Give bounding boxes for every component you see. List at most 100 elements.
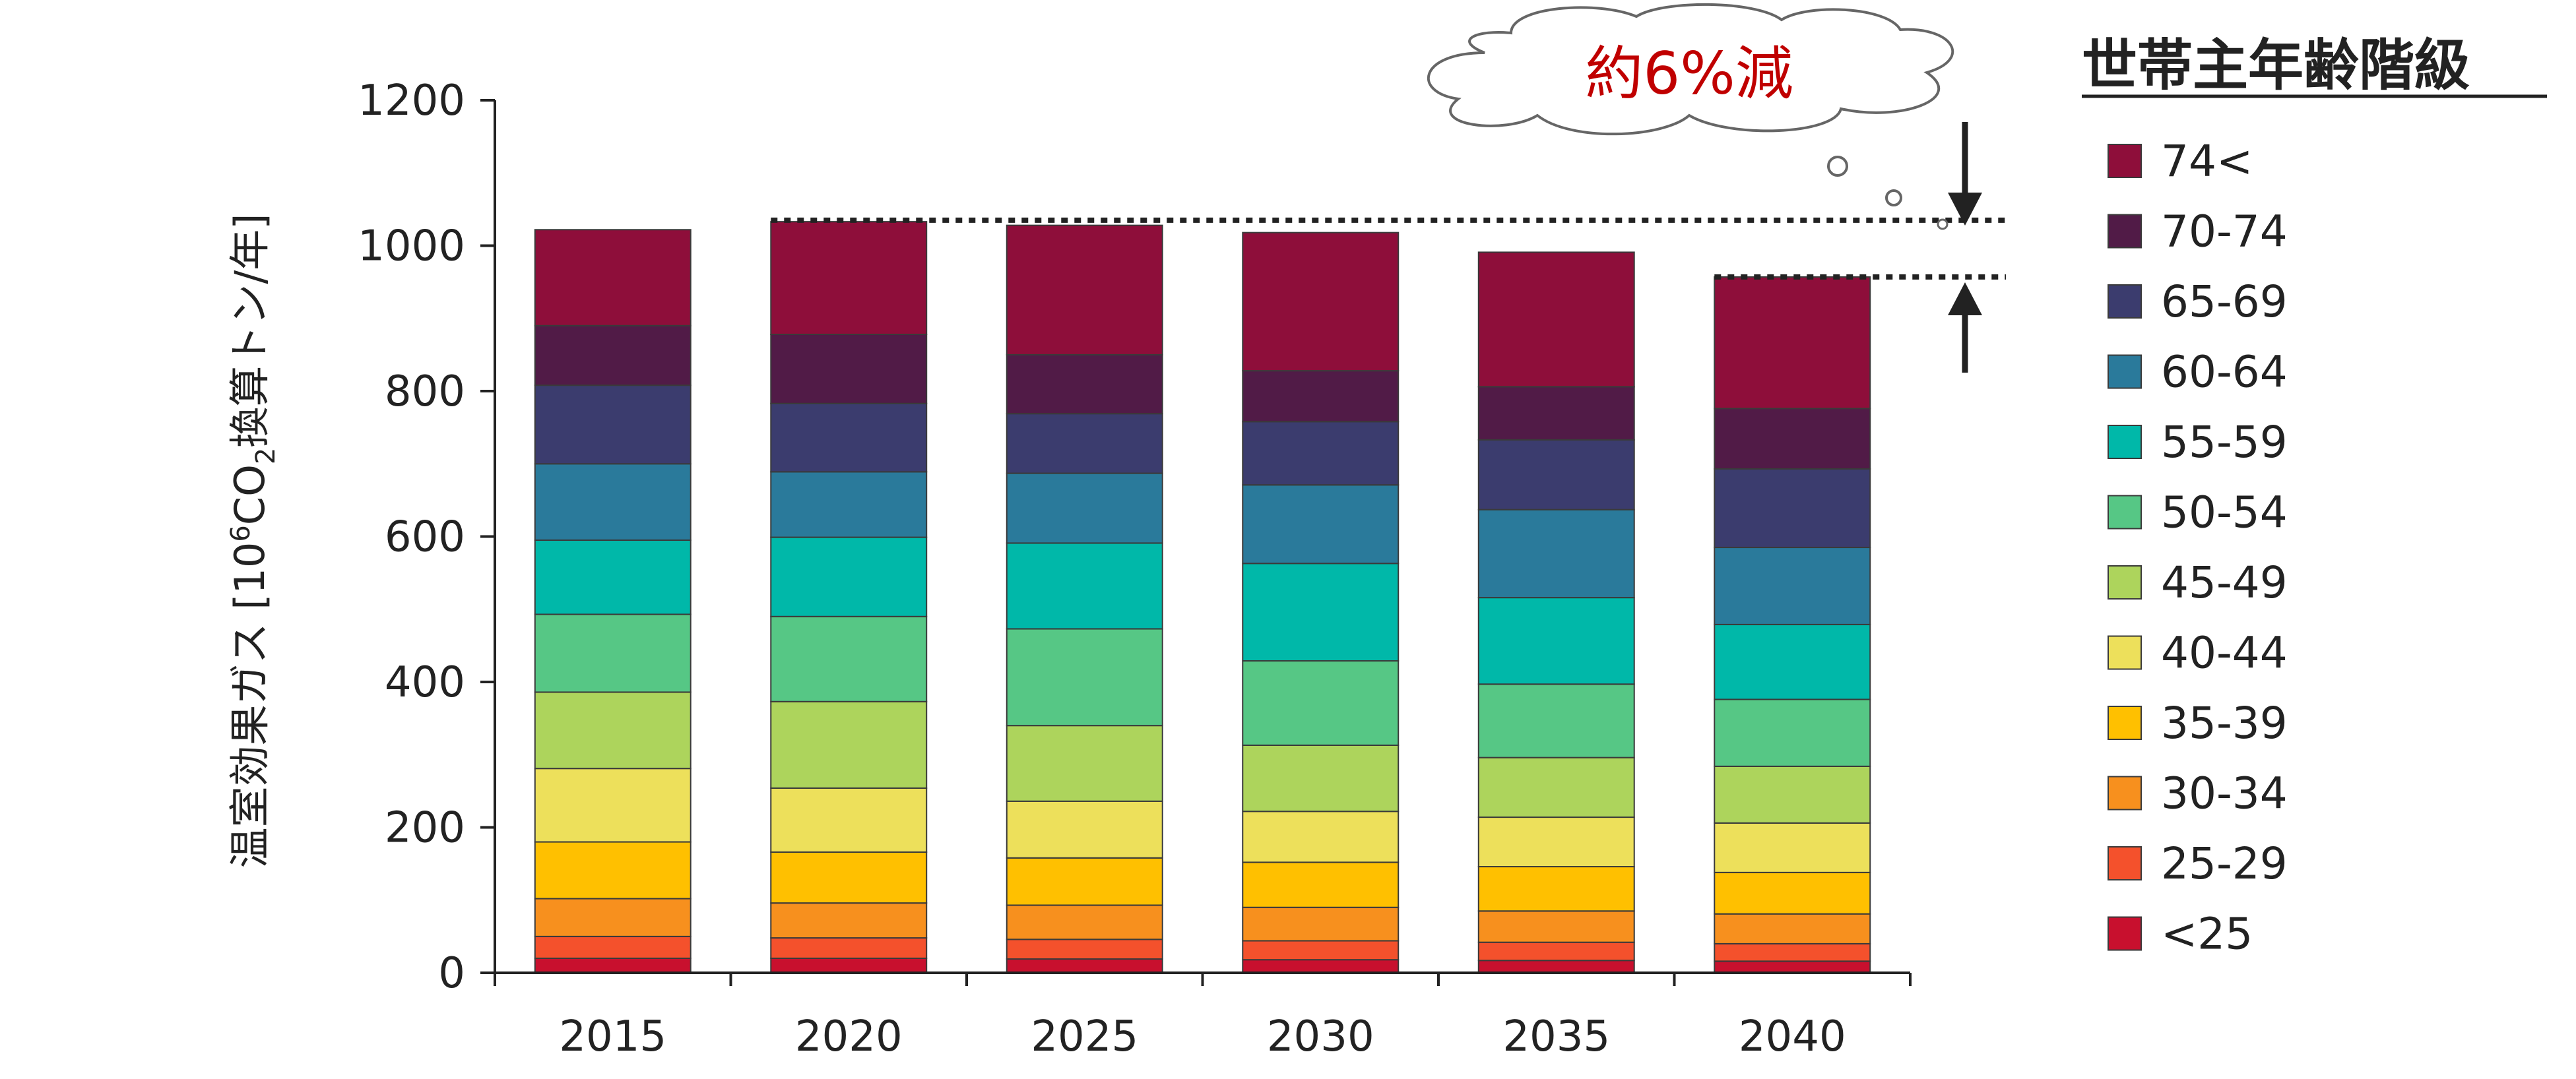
legend: 世帯主年齢階級 74< 70-74 65-69 60-64 55-59 50-54 45-4…: [2082, 33, 2547, 960]
legend-label: 60-64: [2161, 347, 2288, 398]
legend-swatch: [2108, 916, 2142, 951]
thought-bubble-large: [1827, 156, 1848, 177]
bar-segment-45-49-2030: [1242, 744, 1400, 813]
bar-segment-55-59-2020: [770, 536, 928, 617]
bar-segment-40-44-2030: [1242, 811, 1400, 863]
legend-label: 25-29: [2161, 838, 2288, 889]
bar-segment-45-49-2020: [770, 700, 928, 789]
legend-label: <25: [2161, 909, 2253, 960]
bar-segment-55-59-2025: [1006, 542, 1163, 630]
bar-segment-25-29-2035: [1477, 941, 1635, 962]
bar-segment-45-49-2015: [534, 691, 692, 770]
bar-segment-35-39-2015: [534, 841, 692, 900]
bar-segment-60-64-2035: [1477, 509, 1635, 599]
up-arrow-head: [1948, 282, 1982, 315]
bar-segment-30-34-2035: [1477, 910, 1635, 943]
bar-segment-70-74-2040: [1714, 408, 1871, 470]
legend-swatch: [2108, 214, 2142, 249]
y-tick-label: 800: [385, 367, 465, 416]
bar-segment--25-2030: [1242, 959, 1400, 974]
y-tick-label: 200: [385, 804, 465, 853]
legend-swatch: [2108, 425, 2142, 459]
bar-segment--25-2035: [1477, 960, 1635, 973]
bar-segment-35-39-2040: [1714, 871, 1871, 915]
bar-segment-65-69-2040: [1714, 468, 1871, 549]
y-axis-label-tail: 換算トン/年]: [226, 214, 274, 448]
bar-segment-40-44-2035: [1477, 817, 1635, 868]
legend-label: 70-74: [2161, 206, 2288, 257]
bar-segment-50-54-2015: [534, 613, 692, 693]
bar-segment-25-29-2015: [534, 935, 692, 959]
bar-segment-25-29-2025: [1006, 939, 1163, 960]
legend-label: 65-69: [2161, 276, 2288, 327]
x-tick-label: 2040: [1739, 1012, 1846, 1061]
bar-segment-60-64-2020: [770, 471, 928, 538]
legend-swatch: [2108, 144, 2142, 178]
legend-swatch: [2108, 706, 2142, 740]
y-tick-label: 0: [438, 949, 465, 998]
bar-segment-25-29-2040: [1714, 942, 1871, 962]
bar-segment-35-39-2020: [770, 851, 928, 904]
bar-segment-74--2030: [1242, 231, 1400, 372]
bar-segment-50-54-2035: [1477, 683, 1635, 758]
y-axis-label-main: 温室効果ガス [10: [226, 542, 274, 869]
bar-segment-30-34-2020: [770, 902, 928, 939]
bar-segment-25-29-2020: [770, 937, 928, 959]
down-arrow-head: [1948, 193, 1982, 226]
y-axis-label-sup: 6: [226, 525, 256, 541]
bar-segment-40-44-2020: [770, 787, 928, 853]
bar-segment-45-49-2025: [1006, 725, 1163, 802]
bar-segment-30-34-2025: [1006, 904, 1163, 940]
bar-segment-65-69-2030: [1242, 421, 1400, 486]
bar-segment-40-44-2015: [534, 768, 692, 843]
bar-segment-60-64-2030: [1242, 484, 1400, 565]
bar-segment-50-54-2020: [770, 615, 928, 702]
bar-segment-60-64-2040: [1714, 547, 1871, 625]
y-tick-label: 400: [385, 658, 465, 707]
bar-segment--25-2025: [1006, 958, 1163, 973]
bar-segment-35-39-2035: [1477, 866, 1635, 912]
y-axis-label: 温室効果ガス [106CO2換算トン/年]: [226, 214, 281, 869]
bar-segment-65-69-2035: [1477, 439, 1635, 510]
bar-segment-40-44-2040: [1714, 822, 1871, 873]
bar-segment-30-34-2030: [1242, 906, 1400, 942]
x-tick-label: 2015: [559, 1012, 666, 1061]
legend-swatch: [2108, 354, 2142, 389]
bar-segment-74--2020: [770, 221, 928, 336]
bar-segment-70-74-2025: [1006, 354, 1163, 415]
y-tick-label: 1200: [358, 77, 465, 125]
callout-cloud: 約6%減: [1427, 3, 1954, 230]
bars-group: [534, 221, 1871, 974]
x-tick-label: 2030: [1267, 1012, 1374, 1061]
reduction-arrows: [1948, 122, 1982, 373]
legend-label: 35-39: [2161, 698, 2288, 749]
bar-segment-45-49-2040: [1714, 765, 1871, 824]
bar-segment-55-59-2030: [1242, 563, 1400, 662]
legend-label: 74<: [2161, 136, 2253, 187]
y-axis-label-mid: CO: [226, 464, 274, 525]
legend-swatch: [2108, 565, 2142, 600]
bar-segment-74--2025: [1006, 224, 1163, 355]
bar-segment-55-59-2040: [1714, 623, 1871, 700]
thought-bubble-medium: [1885, 189, 1902, 206]
bar-segment--25-2040: [1714, 960, 1871, 973]
bar-segment-30-34-2015: [534, 898, 692, 937]
bar-segment-35-39-2025: [1006, 857, 1163, 906]
bar-segment-65-69-2015: [534, 385, 692, 465]
legend-label: 45-49: [2161, 557, 2288, 608]
reference-lines: [771, 217, 2006, 280]
thought-bubble-small: [1937, 218, 1948, 230]
x-tick-label: 2035: [1502, 1012, 1610, 1061]
bar-segment-50-54-2025: [1006, 628, 1163, 727]
callout-text: 約6%減: [1585, 40, 1793, 108]
legend-swatch: [2108, 776, 2142, 811]
bar-segment-55-59-2035: [1477, 597, 1635, 685]
legend-title: 世帯主年齢階級: [2082, 33, 2470, 98]
x-axis: 2015 2020 2025 2030 2035 2040: [494, 971, 1912, 1061]
legend-swatch: [2108, 846, 2142, 880]
bar-segment--25-2020: [770, 957, 928, 973]
bar-segment-65-69-2025: [1006, 413, 1163, 474]
bar-segment-74--2015: [534, 229, 692, 326]
bar-segment-60-64-2015: [534, 463, 692, 541]
legend-label: 55-59: [2161, 417, 2288, 468]
